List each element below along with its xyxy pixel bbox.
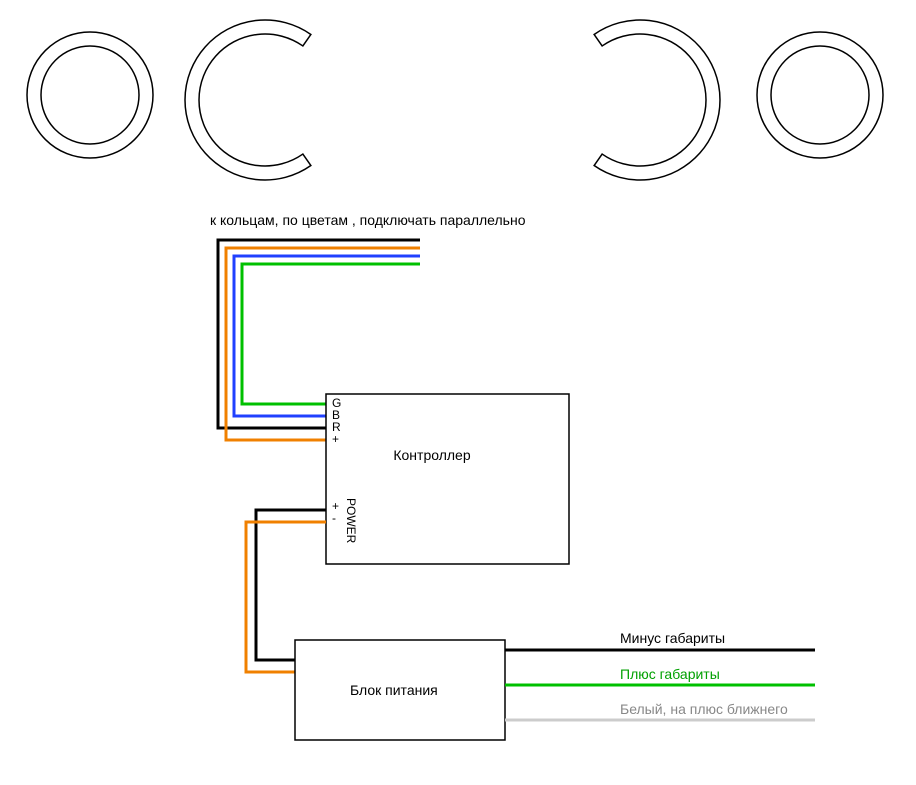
controller-box: [326, 394, 569, 564]
controller-label: Контроллер: [393, 447, 470, 463]
wire-green: [242, 264, 420, 404]
wiring-diagram: к кольцам, по цветам , подключать паралл…: [0, 0, 916, 785]
ring-2: [185, 20, 311, 180]
ring-4: [757, 32, 883, 158]
ring-1: [27, 32, 153, 158]
label-out-minus: Минус габариты: [620, 630, 725, 646]
psu-label: Блок питания: [350, 682, 438, 698]
label-out-white: Белый, на плюс ближнего: [620, 701, 788, 717]
note-to-rings: к кольцам, по цветам , подключать паралл…: [210, 212, 526, 228]
pin-label-power-minus: -: [332, 511, 336, 525]
label-out-plus: Плюс габариты: [620, 666, 720, 682]
power-label: POWER: [344, 498, 358, 544]
ring-3: [594, 20, 720, 180]
wire-power-black: [256, 510, 326, 660]
wire-blue: [234, 256, 420, 416]
rings-group: [27, 20, 883, 180]
pin-label-plus-rgb: +: [332, 432, 339, 446]
